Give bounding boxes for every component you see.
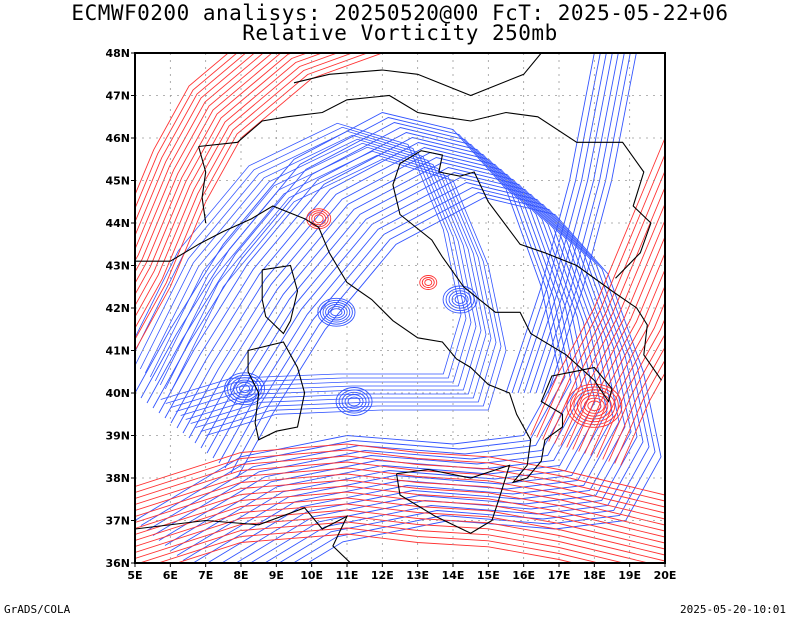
lat-tick-label: 40N: [105, 387, 130, 400]
positive-vorticity-northwest-band: [135, 53, 453, 351]
lat-tick-label: 41N: [105, 345, 130, 358]
chart-title: ECMWF0200 analisys: 20250520@00 FcT: 202…: [71, 1, 729, 25]
lat-tick-label: 48N: [105, 47, 130, 60]
generation-timestamp: 2025-05-20-10:01: [680, 603, 786, 616]
lon-tick-label: 9E: [269, 569, 284, 582]
lon-tick-label: 20E: [654, 569, 677, 582]
coastline-sicily: [395, 464, 511, 534]
vortex-liguria: [306, 208, 332, 230]
lon-tick-label: 19E: [618, 569, 641, 582]
coastline-italy-balkans: [198, 150, 662, 484]
lat-tick-label: 44N: [105, 217, 130, 230]
lon-tick-label: 17E: [548, 569, 571, 582]
negative-vorticity-east-streak: [505, 53, 637, 394]
lon-tick-label: 7E: [198, 569, 213, 582]
lon-tick-label: 18E: [583, 569, 606, 582]
lat-tick-label: 36N: [105, 557, 130, 570]
chart-subtitle: Relative Vorticity 250mb: [242, 21, 558, 45]
vortex-south-tyrrhenian: [335, 387, 373, 416]
lon-tick-label: 10E: [300, 569, 323, 582]
vorticity-contours: [135, 53, 665, 563]
longitude-axis: 5E 6E 7E 8E 9E 10E 11E 12E 13E 14E 15E 16E 17E 18E 19E…: [127, 563, 676, 582]
latitude-axis: 36N 37N 38N 39N 40N 41N 42N 43N 44N 45N 46N 47N 48N: [105, 47, 135, 570]
grads-credit: GrADS/COLA: [4, 603, 71, 616]
border-france-italy: [198, 146, 207, 224]
lon-tick-label: 11E: [336, 569, 359, 582]
vortex-central-italy: [419, 275, 438, 290]
coastlines: [135, 53, 662, 563]
vortex-adriatic: [442, 285, 478, 314]
coastline-corsica: [261, 264, 299, 335]
lon-tick-label: 16E: [512, 569, 535, 582]
coastline-sardinia: [247, 341, 306, 441]
coastline-france: [135, 243, 199, 262]
lon-tick-label: 5E: [127, 569, 142, 582]
lat-tick-label: 42N: [105, 302, 130, 315]
border-alps-balkans: [198, 94, 652, 279]
lat-tick-label: 38N: [105, 472, 130, 485]
lon-tick-label: 13E: [406, 569, 429, 582]
coastline-north-africa: [135, 507, 351, 563]
lon-tick-label: 8E: [233, 569, 248, 582]
positive-vorticity-east-band: [530, 137, 665, 466]
vortex-sardinia: [224, 372, 265, 406]
lon-tick-label: 14E: [442, 569, 465, 582]
negative-vorticity-inner: [135, 122, 507, 436]
lon-tick-label: 12E: [371, 569, 394, 582]
lat-tick-label: 39N: [105, 430, 130, 443]
lon-tick-label: 15E: [477, 569, 500, 582]
lat-lon-grid: [135, 53, 665, 563]
lat-tick-label: 46N: [105, 132, 130, 145]
lat-tick-label: 45N: [105, 175, 130, 188]
lon-tick-label: 6E: [163, 569, 178, 582]
lat-tick-label: 37N: [105, 515, 130, 528]
lat-tick-label: 47N: [105, 90, 130, 103]
vortex-tyrrhenian: [317, 297, 356, 327]
border-austria: [293, 53, 542, 97]
lat-tick-label: 43N: [105, 260, 130, 273]
